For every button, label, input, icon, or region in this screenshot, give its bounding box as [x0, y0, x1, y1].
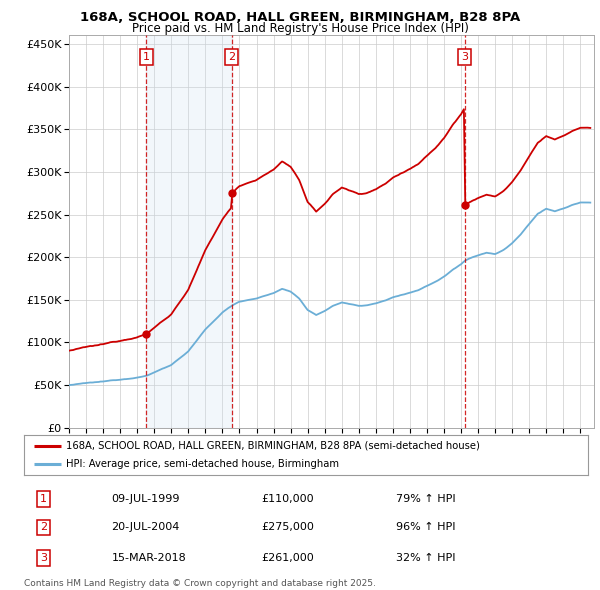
- Bar: [146, 35, 232, 428]
- Text: 79% ↑ HPI: 79% ↑ HPI: [396, 494, 456, 504]
- Text: 09-JUL-1999: 09-JUL-1999: [112, 494, 180, 504]
- Text: £275,000: £275,000: [261, 523, 314, 532]
- Text: Contains HM Land Registry data © Crown copyright and database right 2025.
This d: Contains HM Land Registry data © Crown c…: [24, 579, 376, 590]
- Text: 2: 2: [40, 523, 47, 532]
- Text: 1: 1: [40, 494, 47, 504]
- Text: Price paid vs. HM Land Registry's House Price Index (HPI): Price paid vs. HM Land Registry's House …: [131, 22, 469, 35]
- Text: £261,000: £261,000: [261, 553, 314, 563]
- Text: 20-JUL-2004: 20-JUL-2004: [112, 523, 180, 532]
- Text: £110,000: £110,000: [261, 494, 314, 504]
- Text: 2: 2: [228, 52, 235, 62]
- Text: 15-MAR-2018: 15-MAR-2018: [112, 553, 186, 563]
- Text: 3: 3: [461, 52, 468, 62]
- Text: 3: 3: [40, 553, 47, 563]
- Text: 32% ↑ HPI: 32% ↑ HPI: [396, 553, 456, 563]
- Text: 168A, SCHOOL ROAD, HALL GREEN, BIRMINGHAM, B28 8PA: 168A, SCHOOL ROAD, HALL GREEN, BIRMINGHA…: [80, 11, 520, 24]
- Text: 96% ↑ HPI: 96% ↑ HPI: [396, 523, 456, 532]
- Text: 1: 1: [143, 52, 150, 62]
- Text: 168A, SCHOOL ROAD, HALL GREEN, BIRMINGHAM, B28 8PA (semi-detached house): 168A, SCHOOL ROAD, HALL GREEN, BIRMINGHA…: [66, 441, 480, 451]
- Text: HPI: Average price, semi-detached house, Birmingham: HPI: Average price, semi-detached house,…: [66, 459, 340, 469]
